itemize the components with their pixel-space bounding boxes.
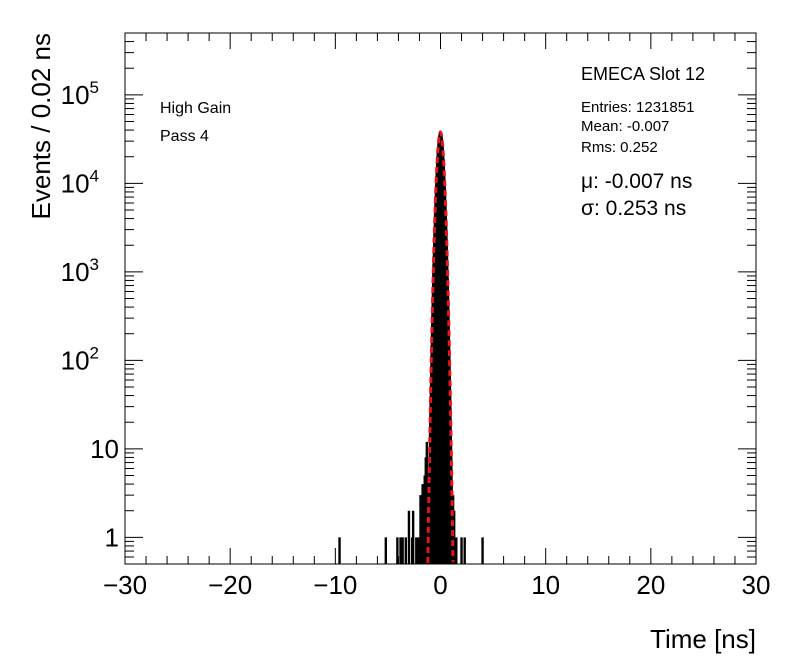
x-tick-label: −30 [103, 570, 147, 600]
axis-ticks [124, 32, 757, 565]
y-tick-exponent: 3 [90, 255, 99, 274]
fit-sigma: σ: 0.253 ns [581, 197, 686, 220]
y-tick-base: 10 [61, 168, 90, 198]
y-tick-label: 104 [61, 166, 99, 198]
y-tick-label: 105 [61, 78, 99, 110]
x-tick-label: 30 [742, 570, 771, 600]
label-pass: Pass 4 [160, 128, 209, 145]
y-tick-label: 10 [90, 434, 119, 464]
stats-mean: Mean: -0.007 [581, 118, 669, 135]
y-tick-exponent: 2 [90, 343, 99, 362]
fit-mu-symbol: μ [581, 170, 593, 193]
histogram-bars [338, 132, 484, 565]
y-tick-base: 10 [90, 434, 119, 464]
y-tick-exponent: 4 [90, 166, 99, 185]
y-tick-base: 1 [105, 522, 119, 552]
fit-sigma-symbol: σ [581, 197, 594, 220]
stats-title: EMECA Slot 12 [581, 64, 705, 84]
y-tick-label: 103 [61, 255, 99, 287]
y-axis-label: Events / 0.02 ns [26, 33, 56, 219]
y-tick-base: 10 [61, 345, 90, 375]
x-tick-labels: −30 −20 −10 0 10 20 30 [103, 570, 771, 600]
histogram-core [426, 132, 454, 565]
fit-sigma-value: : 0.253 ns [594, 197, 686, 220]
label-high-gain: High Gain [160, 100, 231, 117]
y-tick-base: 10 [61, 80, 90, 110]
stats-entries: Entries: 1231851 [581, 99, 694, 116]
y-tick-base: 10 [61, 257, 90, 287]
stats-rms: Rms: 0.252 [581, 139, 658, 156]
y-tick-exponent: 5 [90, 78, 99, 97]
x-tick-label: 20 [636, 570, 665, 600]
y-tick-label: 1 [105, 522, 119, 552]
x-tick-label: 10 [531, 570, 560, 600]
x-axis-label: Time [ns] [650, 624, 756, 654]
fit-mu: μ: -0.007 ns [581, 170, 692, 193]
x-tick-label: −20 [208, 570, 252, 600]
gaussian-fit-curve [426, 130, 455, 563]
fit-mu-value: : -0.007 ns [593, 170, 692, 193]
x-tick-label: 0 [433, 570, 447, 600]
x-tick-label: −10 [313, 570, 357, 600]
y-tick-label: 102 [61, 343, 99, 375]
